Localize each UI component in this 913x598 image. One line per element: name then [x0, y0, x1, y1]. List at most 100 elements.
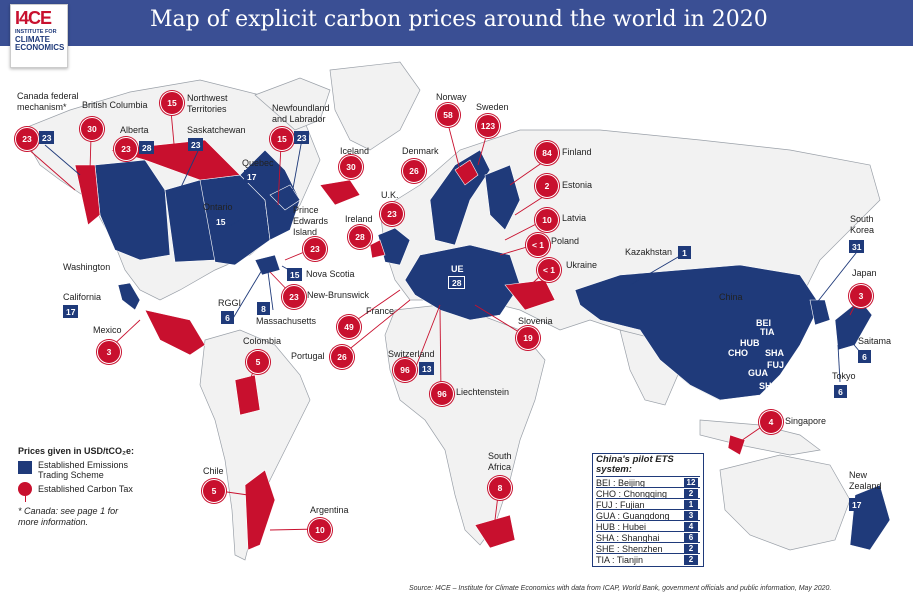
- tax-marker-uk: 23: [380, 202, 404, 226]
- china-row-value: 2: [684, 489, 698, 499]
- label-france: France: [366, 306, 395, 316]
- label-kazakhstan: Kazakhstan: [625, 247, 673, 257]
- label-portugal: Portugal: [291, 351, 325, 361]
- tax-marker-nwt: 15: [160, 91, 184, 115]
- china-row: SHE : Shenzhen 2: [596, 542, 700, 555]
- china-pilot-ets-box: China's pilot ETS system: BEI : Beijing 1…: [592, 453, 704, 567]
- ets-marker-ontario: 15: [213, 215, 229, 228]
- tax-marker-slovenia: 19: [516, 326, 540, 350]
- tax-marker-newfoundland: 15: [270, 127, 294, 151]
- logo-line2: CLIMATE: [15, 35, 50, 44]
- tax-marker-denmark: 26: [402, 159, 426, 183]
- ets-marker-south-korea: 31: [849, 240, 865, 253]
- label-iceland: Iceland: [340, 146, 370, 156]
- china-row-label: TIA : Tianjin: [596, 555, 644, 565]
- label-newfoundland: Newfoundland and Labrador: [272, 103, 330, 124]
- colombia-region: [234, 374, 261, 416]
- china-code-hub: HUB: [740, 338, 760, 348]
- rggi-region: [254, 254, 281, 276]
- new-zealand-region: [849, 484, 891, 551]
- china-row-value: 2: [684, 544, 698, 554]
- label-massachusetts: Massachusetts: [256, 316, 317, 326]
- norway-tax-region: [454, 159, 479, 186]
- china-code-gua: GUA: [748, 368, 768, 378]
- china-box-heading: China's pilot ETS system:: [596, 454, 674, 475]
- south-korea-region: [809, 299, 831, 326]
- ukraine-region: [504, 279, 556, 311]
- alberta-region: [94, 159, 171, 261]
- tax-marker-ireland: 28: [348, 225, 372, 249]
- china-code-tia: TIA: [760, 327, 775, 337]
- label-tokyo: Tokyo: [832, 371, 856, 381]
- label-ukraine: Ukraine: [566, 260, 598, 270]
- ets-marker-kazakhstan: 1: [678, 246, 691, 259]
- tax-marker-finland: 84: [535, 141, 559, 165]
- label-saskatchewan: Saskatchewan: [187, 125, 246, 135]
- legend-heading: Prices given in USD/tCO₂e:: [18, 446, 135, 456]
- china-row-label: SHA : Shanghai: [596, 533, 660, 543]
- tax-marker-norway: 58: [436, 103, 460, 127]
- ets-marker-alberta: 28: [139, 141, 155, 154]
- california-region: [117, 282, 141, 311]
- tax-marker-british-columbia: 30: [80, 117, 104, 141]
- ireland-region: [369, 239, 386, 259]
- tax-regions: [74, 139, 746, 551]
- label-mexico: Mexico: [93, 325, 122, 335]
- ets-regions: [94, 149, 891, 551]
- label-british-columbia: British Columbia: [82, 100, 148, 110]
- source-note: Source: I4CE – Institute for Climate Eco…: [409, 585, 832, 592]
- tax-marker-portugal: 26: [330, 345, 354, 369]
- tax-marker-colombia: 5: [246, 350, 270, 374]
- label-japan: Japan: [852, 268, 877, 278]
- label-south-africa: South Africa: [488, 451, 512, 472]
- label-slovenia: Slovenia: [518, 316, 553, 326]
- label-denmark: Denmark: [402, 146, 439, 156]
- tax-marker-pei: 23: [303, 237, 327, 261]
- ets-leader-lines: [44, 138, 866, 383]
- china-row: HUB : Hubei 4: [596, 520, 700, 533]
- label-poland: Poland: [551, 236, 580, 246]
- label-south-korea: South Korea: [850, 214, 875, 235]
- singapore-region: [727, 434, 746, 456]
- finland-region: [484, 164, 521, 231]
- page-title: Map of explicit carbon prices around the…: [150, 7, 768, 32]
- china-row-value: 1: [684, 500, 698, 510]
- ets-marker-quebec: 17: [244, 170, 260, 183]
- label-new-brunswick: New-Brunswick: [307, 290, 370, 300]
- label-china: China: [719, 292, 743, 302]
- ets-marker-switzerland: 13: [419, 362, 435, 375]
- label-uk: U.K.: [381, 190, 399, 200]
- tax-marker-liechtenstein: 96: [430, 382, 454, 406]
- logo-line1: INSTITUTE FOR: [15, 29, 57, 35]
- tax-marker-chile: 5: [202, 479, 226, 503]
- tax-marker-new-brunswick: 23: [282, 285, 306, 309]
- tax-marker-singapore: 4: [759, 410, 783, 434]
- china-row-value: 12: [684, 478, 698, 488]
- label-saitama: Saitama: [858, 336, 892, 346]
- tax-marker-alberta: 23: [114, 137, 138, 161]
- tax-marker-mexico: 3: [97, 340, 121, 364]
- mexico-region: [144, 309, 206, 356]
- china-code-fuj: FUJ: [767, 360, 785, 370]
- uk-region: [377, 227, 411, 266]
- china-row-label: CHO : Chongqing: [596, 489, 668, 499]
- label-argentina: Argentina: [310, 505, 349, 515]
- ets-marker-nova-scotia: 15: [287, 268, 303, 281]
- china-region: [574, 264, 821, 401]
- world-map: [19, 61, 891, 561]
- tax-marker-iceland: 30: [339, 155, 363, 179]
- tax-marker-estonia: 2: [535, 174, 559, 198]
- tax-marker-japan: 3: [849, 284, 873, 308]
- label-chile: Chile: [203, 466, 224, 476]
- ets-marker-eu: 28: [448, 276, 466, 289]
- label-liechtenstein: Liechtenstein: [456, 387, 510, 397]
- label-washington: Washington: [63, 262, 111, 272]
- tax-marker-canada-federal: 23: [15, 127, 39, 151]
- tax-marker-sweden: 123: [476, 114, 500, 138]
- label-nova-scotia: Nova Scotia: [306, 269, 355, 279]
- label-canada-federal: Canada federal mechanism*: [17, 91, 79, 112]
- legend-tax-swatch: [18, 482, 32, 496]
- ets-marker-saskatchewan: 23: [188, 138, 204, 151]
- eu-label: UE: [451, 264, 464, 274]
- china-code-she: SHE: [759, 381, 778, 391]
